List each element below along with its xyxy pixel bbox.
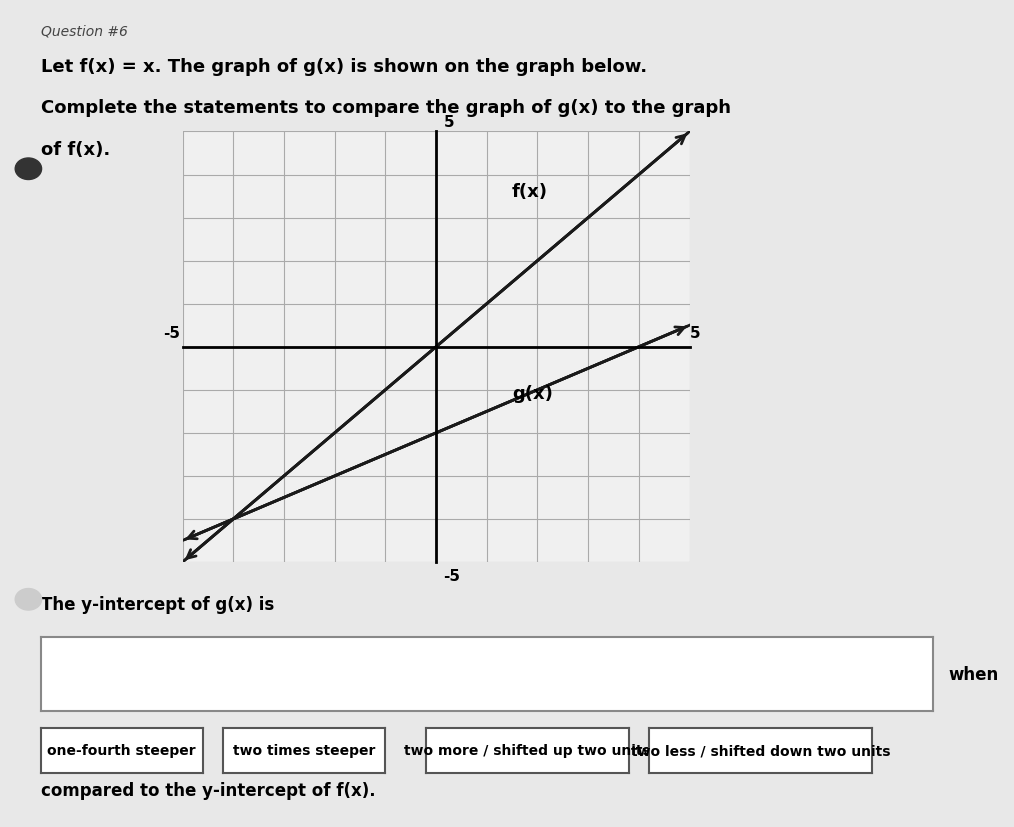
Text: two more / shifted up two units: two more / shifted up two units [404, 743, 651, 758]
Text: -5: -5 [163, 326, 179, 341]
Text: two less / shifted down two units: two less / shifted down two units [631, 743, 890, 758]
Text: 5: 5 [444, 115, 454, 130]
Text: compared to the y-intercept of f(x).: compared to the y-intercept of f(x). [41, 782, 375, 800]
Text: when: when [948, 665, 999, 683]
Text: -5: -5 [444, 569, 460, 584]
Text: one-fourth steeper: one-fourth steeper [48, 743, 196, 758]
Text: Let f(x) = x. The graph of g(x) is shown on the graph below.: Let f(x) = x. The graph of g(x) is shown… [41, 58, 647, 76]
Text: Question #6: Question #6 [41, 25, 128, 39]
Text: two times steeper: two times steeper [233, 743, 375, 758]
Text: g(x): g(x) [512, 385, 553, 403]
Text: f(x): f(x) [512, 183, 549, 201]
Text: of f(x).: of f(x). [41, 141, 110, 159]
Text: 5: 5 [690, 326, 700, 341]
Text: Complete the statements to compare the graph of g(x) to the graph: Complete the statements to compare the g… [41, 99, 730, 117]
Text: The y-intercept of g(x) is: The y-intercept of g(x) is [41, 595, 274, 614]
